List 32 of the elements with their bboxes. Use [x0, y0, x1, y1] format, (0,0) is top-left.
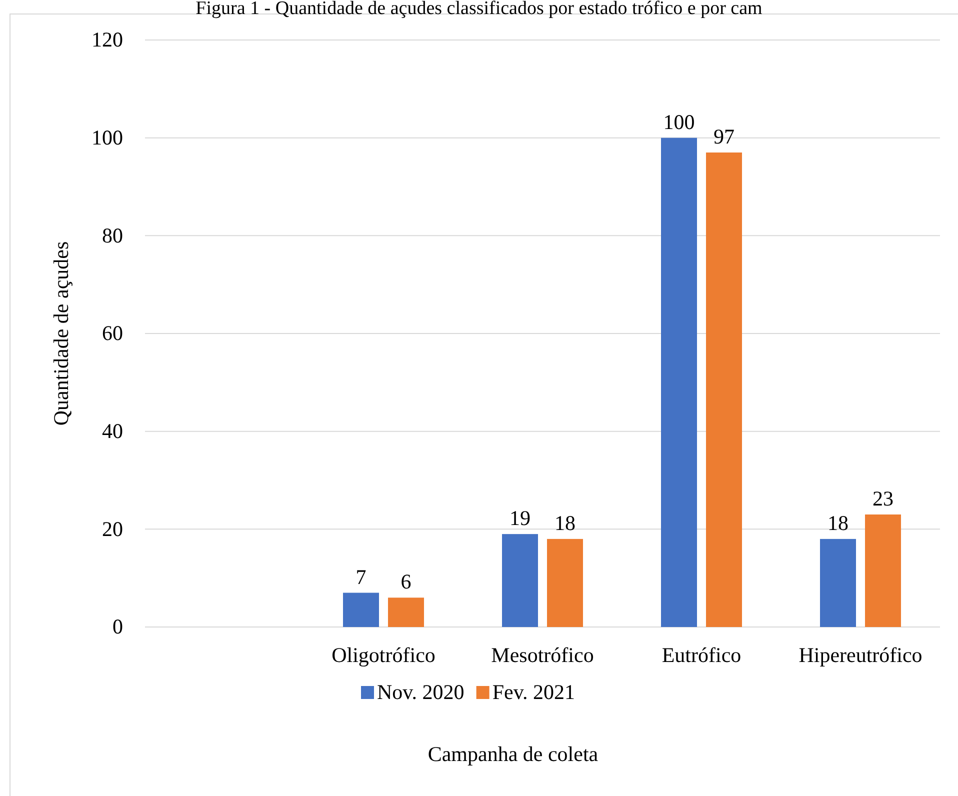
- data-label: 19: [510, 506, 530, 530]
- bar: [547, 538, 583, 627]
- bar: [820, 538, 856, 627]
- bar: [706, 152, 742, 627]
- y-tick-label: 100: [92, 126, 123, 150]
- y-tick-label: 80: [102, 223, 123, 248]
- bar: [343, 592, 379, 627]
- data-label: 18: [828, 510, 848, 535]
- bar: [388, 598, 424, 627]
- x-tick-label: Eutrófico: [662, 642, 742, 667]
- y-tick-label: 0: [112, 614, 123, 639]
- data-label: 100: [663, 110, 695, 134]
- data-label: 18: [554, 510, 576, 535]
- x-axis-title: Campanha de coleta: [428, 742, 599, 766]
- y-tick-label: 120: [92, 28, 123, 52]
- bar: [661, 138, 697, 627]
- legend-label: Fev. 2021: [492, 680, 575, 704]
- bar: [502, 534, 538, 627]
- data-label: 6: [400, 570, 412, 594]
- data-label: 7: [356, 564, 366, 589]
- y-axis-title: Quantidade de açudes: [49, 241, 73, 426]
- bar: [865, 514, 901, 627]
- x-tick-label: Oligotrófico: [332, 642, 436, 667]
- data-label: 23: [872, 486, 894, 510]
- y-tick-label: 40: [102, 419, 123, 444]
- x-tick-label: Mesotrófico: [491, 642, 594, 667]
- y-tick-label: 60: [102, 321, 123, 346]
- x-tick-label: Hipereutrófico: [798, 642, 922, 667]
- legend-label: Nov. 2020: [377, 680, 464, 704]
- chart-title: Figura 1 - Quantidade de açudes classificados por estado trófico e por cam: [196, 0, 763, 19]
- data-label: 97: [714, 124, 734, 149]
- y-tick-label: 20: [102, 516, 123, 541]
